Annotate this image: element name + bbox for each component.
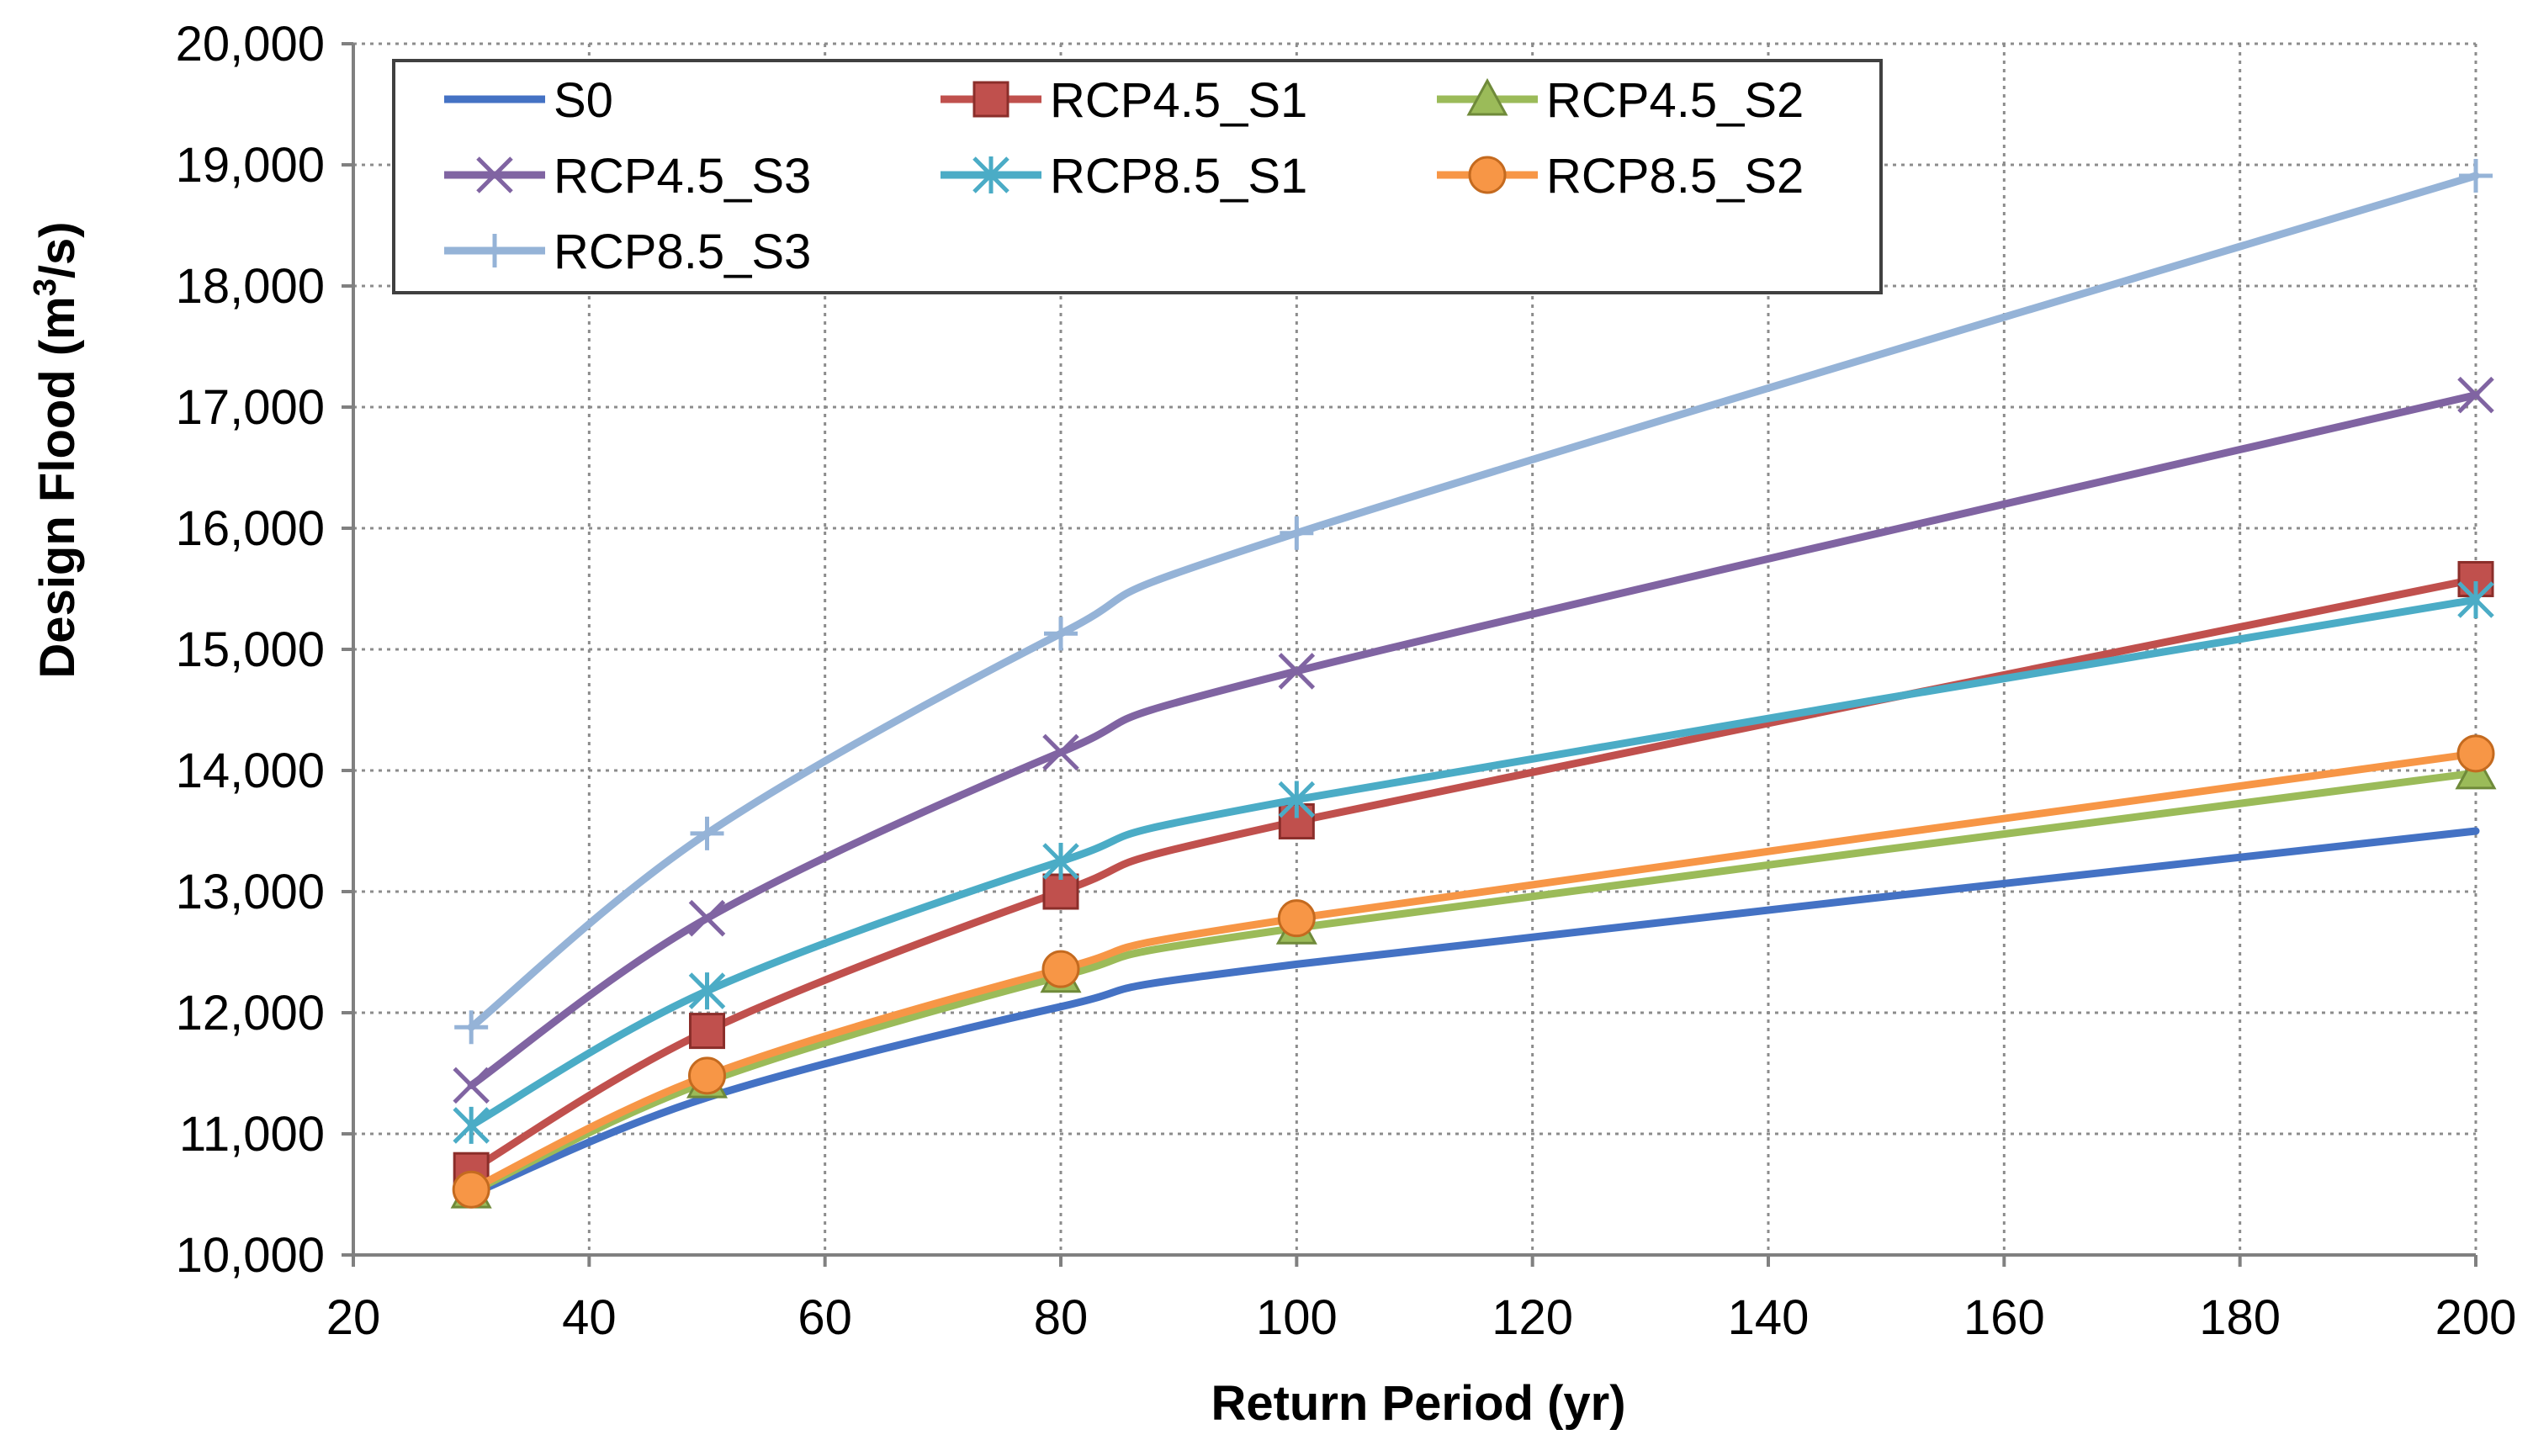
axes-layer: 20 40 60 80 100 120 140 160 180 200 10,000 11,000 12…: [176, 17, 2517, 1345]
series-line-rcp8-5-s1: [467, 596, 2480, 1130]
legend-marker-rcp4-5-s2: [1466, 77, 1508, 116]
y-tick-label: 16,000: [176, 501, 325, 556]
series-s0: [467, 827, 2480, 1199]
data-point-rcp8-5-s3: [454, 1010, 489, 1045]
series-rcp8-5-s2: [452, 734, 2495, 1209]
legend-label-rcp4-5-s1: RCP4.5_S1: [1050, 73, 1307, 128]
legend-entry-rcp4-5-s1: RCP4.5_S1: [941, 73, 1307, 128]
data-point-rcp8-5-s2: [688, 1056, 726, 1095]
data-point-rcp4-5-s3: [2457, 376, 2494, 414]
series-layer: [450, 158, 2497, 1209]
y-tick-label: 18,000: [176, 259, 325, 314]
data-point-rcp8-5-s2: [452, 1170, 490, 1209]
data-point-rcp8-5-s2: [1277, 899, 1316, 938]
data-point-rcp4-5-s3-stroke: [1278, 653, 1316, 690]
y-tick-label: 11,000: [179, 1107, 325, 1162]
data-point-rcp8-5-s2: [1041, 950, 1080, 988]
series-line-rcp4-5-s3: [467, 391, 2480, 1089]
y-axis-title-main: Design Flood (m: [30, 296, 85, 678]
legend-box: [392, 59, 1883, 294]
legend-marker-rcp4-5-s3: [476, 156, 513, 193]
legend-marker-rcp4-5-s1: [972, 81, 1009, 118]
series-rcp4-5-s1: [453, 560, 2494, 1189]
legend-marker-rcp8-5-s3: [478, 234, 511, 267]
series-rcp4-5-s2: [450, 751, 2497, 1209]
x-tick-label: 60: [798, 1290, 852, 1345]
legend-label-rcp8-5-s1: RCP8.5_S1: [1050, 149, 1307, 204]
data-point-rcp4-5-s3: [453, 1067, 490, 1104]
legend-entry-rcp4-5-s2: RCP4.5_S2: [1437, 73, 1804, 128]
series-line-rcp4-5-s2: [467, 769, 2480, 1196]
series-rcp8-5-s1: [453, 580, 2494, 1144]
x-tick-label: 100: [1256, 1290, 1338, 1345]
y-tick-label: 12,000: [176, 986, 325, 1040]
legend-label-rcp4-5-s2: RCP4.5_S2: [1546, 73, 1804, 128]
legend-entry-rcp8-5-s1: RCP8.5_S1: [941, 149, 1307, 204]
data-point-rcp4-5-s3-stroke: [453, 1067, 490, 1104]
y-axis-title-tail: /s): [30, 221, 85, 278]
x-axis-title: Return Period (yr): [1211, 1376, 1625, 1431]
y-axis-title-superscript: 3: [28, 278, 63, 296]
y-tick-label: 19,000: [176, 138, 325, 193]
x-tick-label: 200: [2435, 1290, 2517, 1345]
y-tick-label: 20,000: [176, 17, 325, 71]
legend-label-rcp8-5-s2: RCP8.5_S2: [1546, 149, 1804, 204]
data-point-rcp8-5-s3: [690, 816, 724, 850]
series-rcp4-5-s3: [453, 376, 2494, 1104]
series-line-s0: [467, 827, 2480, 1199]
legend-entry-rcp8-5-s2: RCP8.5_S2: [1437, 149, 1804, 204]
data-point-rcp4-5-s3-stroke: [2457, 376, 2494, 414]
legend-entry-rcp4-5-s3: RCP4.5_S3: [444, 149, 811, 204]
data-point-rcp8-5-s2: [2456, 734, 2495, 773]
data-point-rcp8-5-s1: [2457, 580, 2494, 618]
data-point-rcp8-5-s1: [453, 1106, 490, 1144]
data-point-rcp4-5-s3: [1278, 653, 1316, 690]
x-tick-label: 20: [326, 1290, 381, 1345]
data-point-rcp4-5-s3-stroke: [1042, 733, 1079, 771]
y-tick-label: 10,000: [176, 1228, 325, 1283]
legend-entry-s0: S0: [444, 73, 613, 128]
series-rcp8-5-s3: [454, 158, 2493, 1045]
legend: S0 RCP4.5_S1 RCP4.5_S2 RCP4.5_S3 RCP8.5_S1 RC…: [392, 59, 1883, 294]
legend-marker-rcp8-5-s1: [972, 156, 1009, 193]
y-tick-label: 17,000: [176, 380, 325, 435]
data-point-rcp8-5-s3: [1280, 516, 1314, 550]
legend-entry-rcp8-5-s3: RCP8.5_S3: [444, 225, 811, 279]
data-point-rcp4-5-s3: [1042, 733, 1079, 771]
legend-label-rcp4-5-s3: RCP4.5_S3: [554, 149, 811, 204]
y-tick-label: 15,000: [176, 622, 325, 677]
series-line-rcp8-5-s2: [467, 749, 2480, 1194]
data-point-rcp8-5-s3: [2459, 158, 2493, 193]
x-tick-label: 180: [2199, 1290, 2281, 1345]
x-tick-label: 40: [562, 1290, 617, 1345]
y-axis-title: Design Flood (m3/s): [28, 221, 85, 678]
data-point-rcp8-5-s1: [1278, 781, 1316, 818]
x-tick-label: 140: [1728, 1290, 1810, 1345]
legend-label-s0: S0: [554, 73, 613, 128]
data-point-rcp8-5-s3: [1044, 617, 1078, 651]
y-tick-label: 13,000: [176, 865, 325, 919]
data-point-rcp4-5-s3-stroke: [688, 899, 726, 937]
legend-marker-rcp8-5-s2: [1468, 156, 1507, 194]
data-point-rcp8-5-s1: [688, 972, 726, 1010]
data-point-rcp8-5-s1: [1042, 843, 1079, 880]
x-tick-label: 80: [1034, 1290, 1089, 1345]
series-line-rcp8-5-s3: [467, 172, 2480, 1031]
data-point-rcp4-5-s3: [688, 899, 726, 937]
data-point-rcp4-5-s1: [689, 1013, 725, 1050]
legend-label-rcp8-5-s3: RCP8.5_S3: [554, 225, 811, 279]
legend-marker-rcp4-5-s3-stroke: [476, 156, 513, 193]
y-tick-label: 14,000: [176, 744, 325, 798]
x-tick-label: 160: [1963, 1290, 2045, 1345]
x-tick-label: 120: [1492, 1290, 1573, 1345]
